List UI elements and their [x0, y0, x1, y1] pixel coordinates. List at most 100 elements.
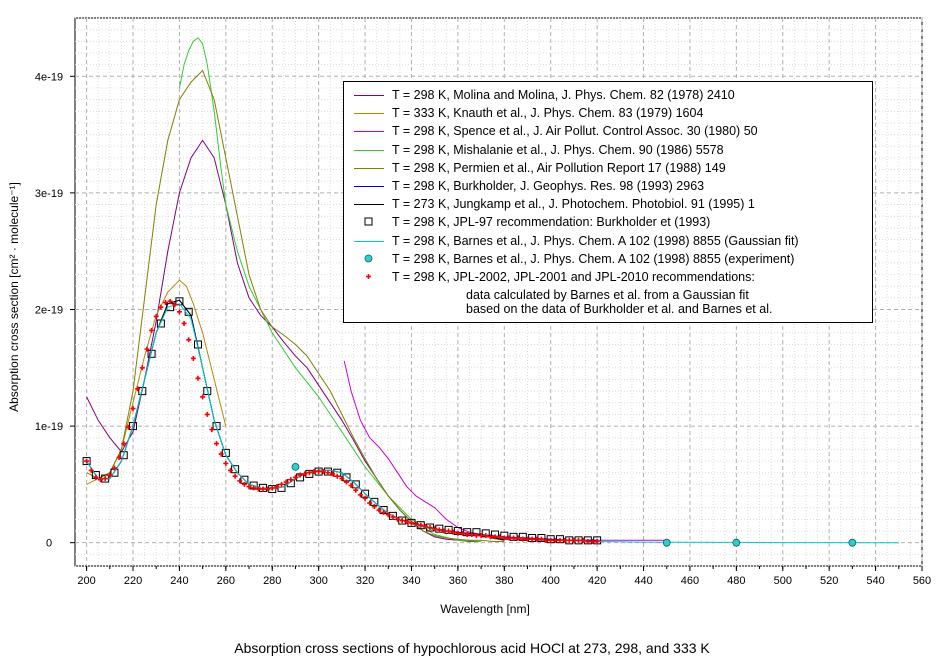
data-point — [732, 538, 741, 547]
legend-symbol — [352, 197, 392, 211]
data-point — [520, 536, 526, 542]
data-point — [432, 526, 438, 532]
data-point — [594, 539, 600, 545]
data-point — [237, 478, 243, 484]
data-point — [367, 500, 373, 506]
legend-label-continuation: data calculated by Barnes et al. from a … — [466, 288, 749, 303]
legend-symbol — [352, 270, 392, 284]
data-point — [218, 451, 224, 457]
data-point — [190, 355, 196, 361]
data-point — [158, 304, 164, 310]
data-point — [538, 536, 544, 542]
legend-label: T = 298 K, JPL-2002, JPL-2001 and JPL-20… — [392, 269, 755, 284]
data-point — [357, 492, 363, 498]
data-point — [311, 469, 317, 475]
data-point — [427, 525, 433, 531]
x-tick-label: 320 — [356, 575, 374, 587]
data-point — [181, 320, 187, 326]
data-point — [130, 406, 136, 412]
data-point — [478, 533, 484, 539]
legend-entry: T = 298 K, Burkholder, J. Geophys. Res. … — [352, 179, 872, 197]
data-point — [418, 522, 424, 528]
x-tick-label: 300 — [309, 575, 327, 587]
data-point — [149, 327, 155, 333]
x-tick-label: 500 — [774, 575, 792, 587]
data-point — [571, 537, 577, 543]
legend-label: T = 298 K, Barnes et al., J. Phys. Chem.… — [392, 251, 795, 266]
legend-label: T = 298 K, Molina and Molina, J. Phys. C… — [392, 88, 735, 102]
data-point — [362, 495, 368, 501]
data-point — [580, 537, 586, 543]
data-point — [487, 534, 493, 540]
legend-label: T = 298 K, JPL-97 recommendation: Burkho… — [392, 215, 711, 230]
data-point — [255, 486, 261, 492]
series-layer — [82, 37, 899, 547]
data-point — [483, 533, 489, 539]
data-point — [390, 514, 396, 520]
data-point — [316, 469, 322, 475]
data-point — [566, 537, 572, 543]
data-point — [525, 536, 531, 542]
legend-label: T = 298 K, Spence et al., J. Air Pollut.… — [392, 124, 758, 139]
data-point — [121, 441, 127, 447]
x-tick-label: 420 — [588, 575, 606, 587]
data-point — [348, 483, 354, 489]
data-point — [381, 509, 387, 515]
y-tick-label: 3e-19 — [35, 188, 63, 200]
legend-entry: T = 298 K, JPL-97 recommendation: Burkho… — [352, 215, 872, 233]
data-point — [297, 472, 303, 478]
data-point — [585, 539, 591, 545]
data-point — [107, 472, 113, 478]
legend-label: T = 273 K, Jungkamp et al., J. Photochem… — [392, 197, 755, 212]
data-point — [320, 469, 326, 475]
data-point — [534, 536, 540, 542]
chart-title: Absorption cross sections of hypochlorou… — [234, 640, 710, 656]
legend-symbol — [352, 161, 392, 175]
data-point — [450, 529, 456, 535]
data-point — [139, 365, 145, 371]
data-point — [241, 481, 247, 487]
data-point — [125, 424, 131, 430]
legend-entry: T = 333 K, Knauth et al., J. Phys. Chem.… — [352, 106, 872, 124]
data-point — [82, 457, 91, 466]
y-tick-label: 2e-19 — [35, 304, 63, 316]
data-point — [176, 309, 182, 315]
data-point — [269, 485, 275, 491]
data-point — [446, 528, 452, 534]
data-point — [543, 537, 549, 543]
legend: T = 298 K, Molina and Molina, J. Phys. C… — [343, 81, 873, 323]
data-point — [231, 465, 240, 474]
data-point — [279, 481, 285, 487]
y-tick-label: 4e-19 — [35, 71, 63, 83]
x-tick-label: 440 — [634, 575, 652, 587]
data-point — [408, 520, 414, 526]
legend-label: T = 298 K, Burkholder, J. Geophys. Res. … — [392, 178, 705, 193]
x-tick-label: 460 — [681, 575, 699, 587]
legend-label: T = 298 K, Mishalanie et al., J. Phys. C… — [392, 142, 724, 157]
legend-label: T = 298 K, Barnes et al., J. Phys. Chem.… — [392, 233, 799, 248]
data-point — [214, 441, 220, 447]
legend-entry: T = 298 K, Barnes et al., J. Phys. Chem.… — [352, 234, 872, 252]
x-tick-label: 400 — [542, 575, 560, 587]
data-point — [339, 476, 345, 482]
data-point — [209, 427, 215, 433]
series-9 — [291, 462, 857, 547]
legend-label: T = 298 K, Permien et al., Air Pollution… — [392, 160, 726, 175]
data-point — [529, 536, 535, 542]
data-point — [116, 455, 122, 461]
legend-symbol — [352, 215, 392, 229]
data-point — [330, 471, 336, 477]
x-axis-label: Wavelength [nm] — [440, 602, 530, 616]
data-point — [88, 467, 94, 473]
data-point — [306, 470, 312, 476]
data-point — [93, 474, 99, 480]
data-point — [144, 346, 150, 352]
data-point — [292, 474, 298, 480]
data-point — [111, 465, 117, 471]
data-point — [557, 537, 563, 543]
data-point — [265, 486, 271, 492]
series-4 — [86, 69, 505, 542]
data-point — [413, 521, 419, 527]
data-point — [195, 375, 201, 381]
data-point — [562, 537, 568, 543]
